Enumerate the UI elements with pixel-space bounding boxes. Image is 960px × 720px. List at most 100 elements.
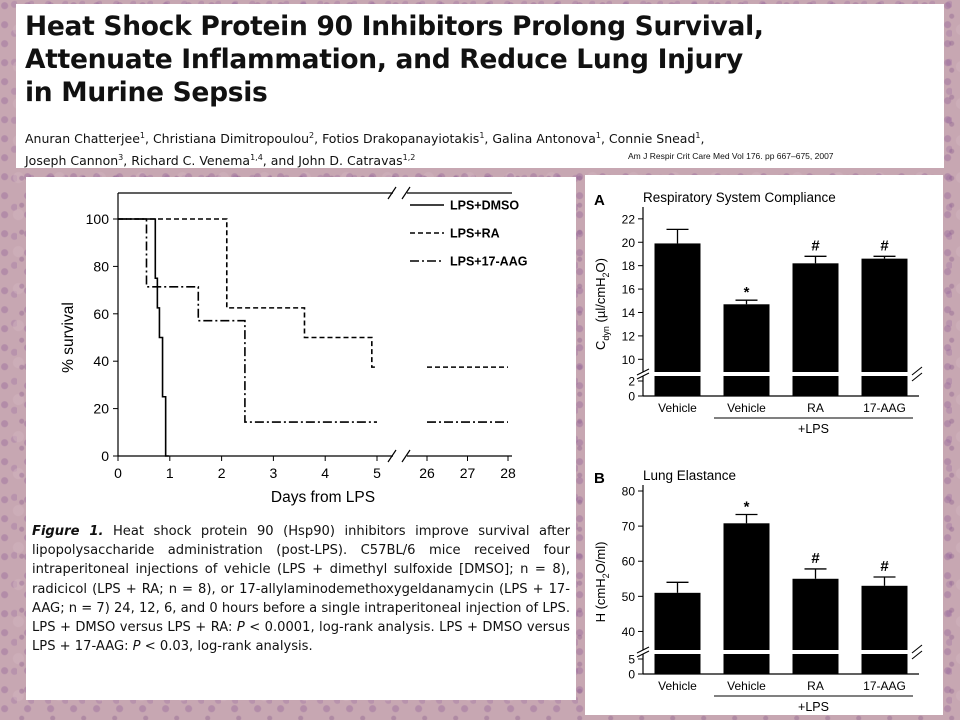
y-tick-label: 50 — [622, 590, 636, 604]
bar-lower-segment — [654, 376, 701, 396]
bar-chart-b: B Lung Elastance 40 50 60 70 80 05 H (cmH2O/ml) V… — [593, 468, 923, 714]
x-tick-label: 3 — [270, 465, 278, 481]
y-tick-label: 12 — [622, 329, 636, 343]
figure-1-caption: Figure 1. Heat shock protein 90 (Hsp90) … — [32, 522, 570, 656]
y-axis-label-subscript: dyn — [601, 326, 611, 341]
survival-series-line — [118, 218, 508, 368]
bar — [861, 585, 908, 650]
legend-label: LPS+DMSO — [450, 199, 519, 213]
author-line-1: Anuran Chatterjee1, Christiana Dimitropo… — [25, 131, 705, 147]
significance-marker: # — [811, 237, 820, 254]
y-tick-label: 20 — [622, 236, 636, 250]
author-affiliation: 1 — [139, 131, 145, 140]
y-tick-label: 10 — [622, 353, 636, 367]
x-tick-label: 27 — [460, 465, 476, 481]
figure-1-panel: 0 20 40 60 80 100 0 1 2 3 4 5 26 27 28 Days from LPS % s… — [26, 177, 576, 700]
bar — [723, 304, 770, 372]
title-line: Heat Shock Protein 90 Inhibitors Prolong… — [25, 11, 764, 42]
author-name: John D. Catravas — [298, 153, 403, 169]
significance-marker: # — [880, 237, 889, 254]
bar-lower-segment — [723, 376, 770, 396]
category-label: 17-AAG — [863, 401, 906, 415]
category-label: RA — [807, 401, 824, 415]
y-axis-label-part: H (cmH — [593, 578, 608, 622]
bar — [792, 578, 839, 650]
y-axis-label-part: C — [593, 341, 608, 350]
x-tick-label: 28 — [500, 465, 516, 481]
bar-chart-a: A Respiratory System Compliance 10 12 14 16 18… — [593, 190, 923, 436]
y-tick-label: 0 — [628, 668, 635, 682]
axis-break-mark — [636, 368, 650, 380]
survival-series-line — [118, 218, 169, 457]
y-tick-label: 60 — [93, 306, 109, 322]
x-tick-label: 4 — [321, 465, 329, 481]
panel-label: A — [594, 192, 605, 209]
author-name: Anuran Chatterjee — [25, 131, 140, 147]
bar — [792, 263, 839, 372]
author-line-2: Joseph Cannon3, Richard C. Venema1,4, an… — [25, 153, 416, 169]
y-tick-label: 0 — [101, 448, 109, 464]
author-affiliation: 3 — [118, 153, 124, 163]
chart-title: Lung Elastance — [643, 468, 736, 483]
y-tick-label: 70 — [622, 520, 636, 534]
category-label: 17-AAG — [863, 679, 906, 693]
y-axis-label: % survival — [60, 302, 77, 373]
author-name: Joseph Cannon — [25, 153, 119, 169]
y-tick-label: 20 — [93, 401, 109, 417]
x-tick-label: 2 — [218, 465, 226, 481]
x-tick-label: 5 — [373, 465, 381, 481]
survival-chart: 0 20 40 60 80 100 0 1 2 3 4 5 26 27 28 Days from LPS % s… — [60, 186, 527, 506]
author-name: Fotios Drakopanayiotakis — [322, 131, 480, 147]
axis-break-mark — [636, 646, 650, 658]
y-axis-label: H (cmH2O/ml) — [593, 542, 611, 623]
category-label: Vehicle — [658, 401, 697, 415]
bar-lower-segment — [654, 654, 701, 674]
legend-label: LPS+17-AAG — [450, 255, 527, 269]
author-name: Christiana Dimitropoulou — [152, 131, 310, 147]
bar-lower-segment — [792, 654, 839, 674]
group-label: +LPS — [798, 422, 829, 436]
caption-label: Figure 1. — [32, 524, 104, 539]
author-affiliation: 2 — [309, 131, 315, 140]
significance-marker: # — [811, 550, 820, 567]
survival-series-line — [118, 218, 508, 423]
article-header: Heat Shock Protein 90 Inhibitors Prolong… — [16, 4, 944, 168]
bar — [861, 258, 908, 372]
caption-text: < 0.0001, log-rank analysis. LPS + DMSO … — [32, 620, 571, 655]
category-label: Vehicle — [727, 401, 766, 415]
bar-lower-segment — [861, 376, 908, 396]
bar — [723, 523, 770, 650]
y-tick-label: 5 — [628, 653, 635, 667]
author-affiliation: 1,2 — [402, 153, 416, 163]
bar-lower-segment — [792, 376, 839, 396]
y-tick-label: 2 — [628, 375, 635, 389]
title-line: in Murine Sepsis — [25, 77, 268, 108]
category-label: Vehicle — [727, 679, 766, 693]
group-label: +LPS — [798, 700, 829, 714]
axis-break-mark — [387, 186, 411, 200]
category-label: Vehicle — [658, 679, 697, 693]
bar-lower-segment — [861, 654, 908, 674]
significance-marker: # — [880, 558, 889, 575]
y-tick-label: 100 — [86, 211, 110, 227]
y-axis-label-part: (µl/cmH — [593, 277, 608, 326]
author-affiliation: 1,4 — [250, 153, 263, 163]
y-axis-label-part: O/ml) — [593, 542, 608, 574]
y-tick-label: 60 — [622, 555, 636, 569]
y-tick-label: 80 — [622, 485, 636, 499]
y-axis-label-subscript: 2 — [601, 272, 611, 277]
panel-label: B — [594, 470, 605, 487]
author-affiliation: 1 — [695, 131, 701, 140]
title-line: Attenuate Inflammation, and Reduce Lung … — [25, 44, 743, 75]
y-axis-label-part: O) — [593, 258, 608, 272]
bar-lower-segment — [723, 654, 770, 674]
chart-title: Respiratory System Compliance — [643, 190, 836, 205]
axis-break-mark — [911, 644, 923, 660]
significance-marker: * — [744, 499, 750, 516]
author-name: Connie Snead — [608, 131, 696, 147]
caption-italic-p: P — [132, 639, 141, 655]
x-tick-label: 26 — [419, 465, 435, 481]
y-axis-label: Cdyn (µl/cmH2O) — [593, 258, 611, 350]
axis-break-mark — [387, 449, 411, 463]
y-tick-label: 22 — [622, 212, 636, 226]
